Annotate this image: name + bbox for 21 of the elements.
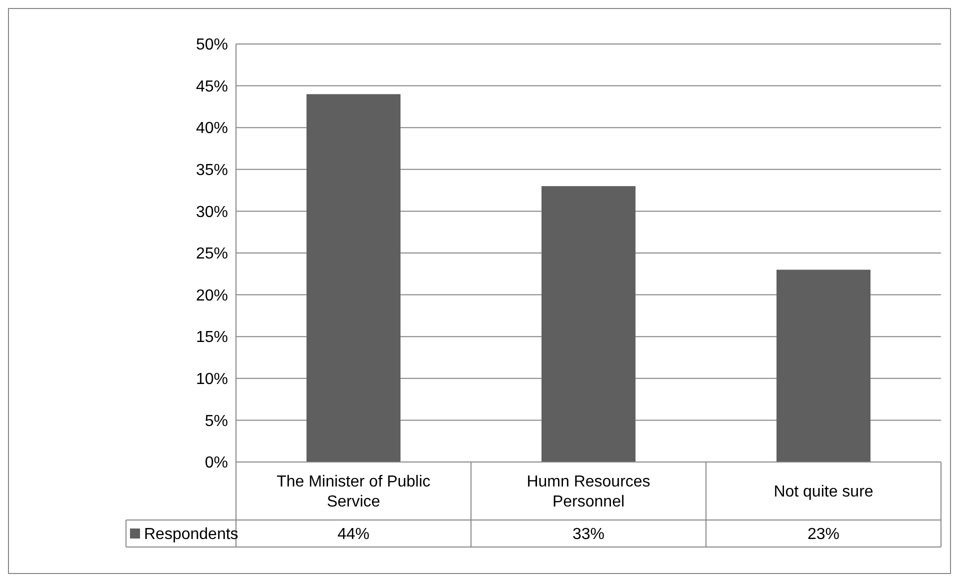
y-tick-label: 10% <box>196 371 228 388</box>
data-label: 33% <box>572 526 605 544</box>
data-label: 23% <box>807 526 840 544</box>
x-tick-label: The Minister of Public Service <box>276 474 430 511</box>
y-tick-label: 5% <box>204 412 228 430</box>
y-tick-label: 0% <box>204 454 228 472</box>
y-tick-label: 45% <box>196 78 228 96</box>
x-tick-label: Humn Resources Personnel <box>526 474 650 511</box>
y-tick-label: 35% <box>196 162 228 179</box>
x-tick-label: Not quite sure <box>774 484 874 501</box>
y-tick-label: 25% <box>196 246 228 263</box>
legend-label: Respondents <box>144 526 238 544</box>
y-tick-label: 50% <box>196 36 228 54</box>
y-tick-label: 30% <box>196 204 228 221</box>
bar <box>542 186 636 462</box>
bar <box>306 94 400 462</box>
y-tick-label: 20% <box>196 287 228 304</box>
y-tick-label: 15% <box>196 329 228 346</box>
data-label: 44% <box>337 526 370 544</box>
bar <box>776 270 870 462</box>
y-tick-label: 40% <box>196 120 228 138</box>
